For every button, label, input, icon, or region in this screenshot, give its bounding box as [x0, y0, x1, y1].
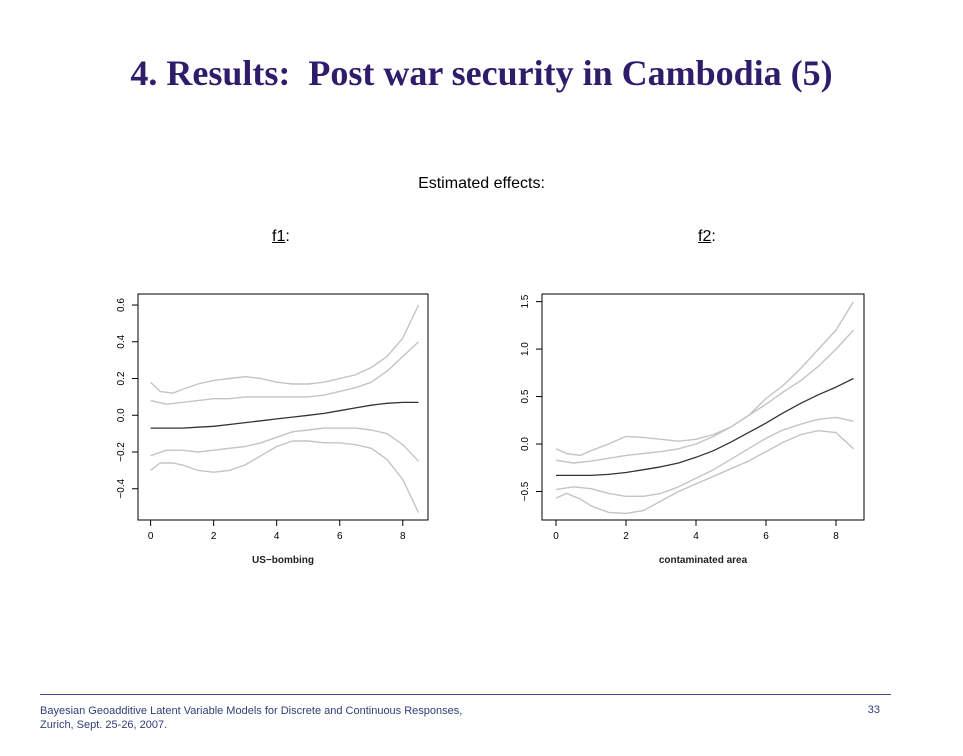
panel-name-f1: f1 — [272, 228, 286, 245]
plot-frame — [541, 293, 865, 521]
x-tick-label: 4 — [693, 531, 699, 542]
x-tick-label: 8 — [833, 531, 839, 542]
plot-f1-us-bombing: 0 2 4 6 8 −0.4 −0.2 0.0 0.2 0.4 0.6 US−bombing — [90, 282, 440, 594]
series-line-band-outer-lower — [555, 429, 854, 515]
x-tick-label: 2 — [623, 531, 629, 542]
footer-line-2: Zurich, Sept. 25-26, 2007. — [40, 719, 168, 731]
x-tick-label: 6 — [763, 531, 769, 542]
footer-divider — [40, 694, 891, 695]
y-tick-label: 1.0 — [520, 342, 531, 356]
x-axis-label: US−bombing — [252, 555, 314, 566]
y-tick-label: 0.6 — [116, 298, 127, 312]
panel-suffix-f2: : — [711, 228, 716, 245]
series-line-band-outer-upper — [555, 301, 855, 457]
y-tick-label: −0.5 — [520, 481, 531, 501]
y-tick-label: −0.4 — [116, 478, 127, 498]
chart-f2-svg: 0 2 4 6 8 −0.5 0.0 0.5 1.0 1.5 contaminated area — [520, 293, 865, 566]
panel-label-f2: f2: — [698, 228, 716, 246]
series-line-band-outer-upper — [150, 304, 420, 394]
panel-label-f1: f1: — [272, 228, 290, 246]
series-line-band-inner-upper — [150, 341, 419, 405]
x-tick-label: 0 — [553, 531, 559, 542]
x-tick-label: 8 — [400, 531, 406, 542]
y-tick-label: 0.0 — [116, 408, 127, 422]
x-tick-label: 2 — [211, 531, 217, 542]
x-tick-label: 0 — [148, 531, 154, 542]
y-tick-label: 0.5 — [520, 389, 531, 403]
y-tick-label: 0.0 — [520, 437, 531, 451]
panel-name-f2: f2 — [698, 228, 712, 245]
y-tick-label: −0.2 — [116, 442, 127, 462]
y-tick-label: 0.4 — [116, 334, 127, 348]
panel-suffix-f1: : — [285, 228, 290, 245]
plot-f2-contaminated-area: 0 2 4 6 8 −0.5 0.0 0.5 1.0 1.5 contaminated area — [492, 282, 872, 594]
slide-title: 4. Results: Post war security in Cambodi… — [130, 53, 833, 93]
x-tick-label: 4 — [274, 531, 280, 542]
series-line-band-inner-lower — [150, 427, 420, 462]
series-line-estimate — [150, 401, 419, 429]
series-line-band-outer-lower — [150, 440, 420, 513]
y-tick-label: 1.5 — [520, 294, 531, 308]
footer-line-1: Bayesian Geoadditive Latent Variable Mod… — [40, 705, 463, 717]
y-tick-label: 0.2 — [116, 371, 127, 385]
series-line-band-inner-upper — [555, 329, 855, 464]
plot-frame — [137, 293, 429, 521]
x-axis-label: contaminated area — [659, 555, 748, 566]
page-number: 33 — [867, 704, 880, 716]
chart-f1-svg: 0 2 4 6 8 −0.4 −0.2 0.0 0.2 0.4 0.6 US−bombing — [116, 293, 429, 566]
x-tick-label: 6 — [337, 531, 343, 542]
series-line-estimate — [556, 377, 854, 477]
estimated-effects-heading: Estimated effects: — [418, 175, 545, 192]
footer-citation: Bayesian Geoadditive Latent Variable Mod… — [40, 704, 600, 732]
series-line-band-inner-lower — [555, 416, 854, 498]
